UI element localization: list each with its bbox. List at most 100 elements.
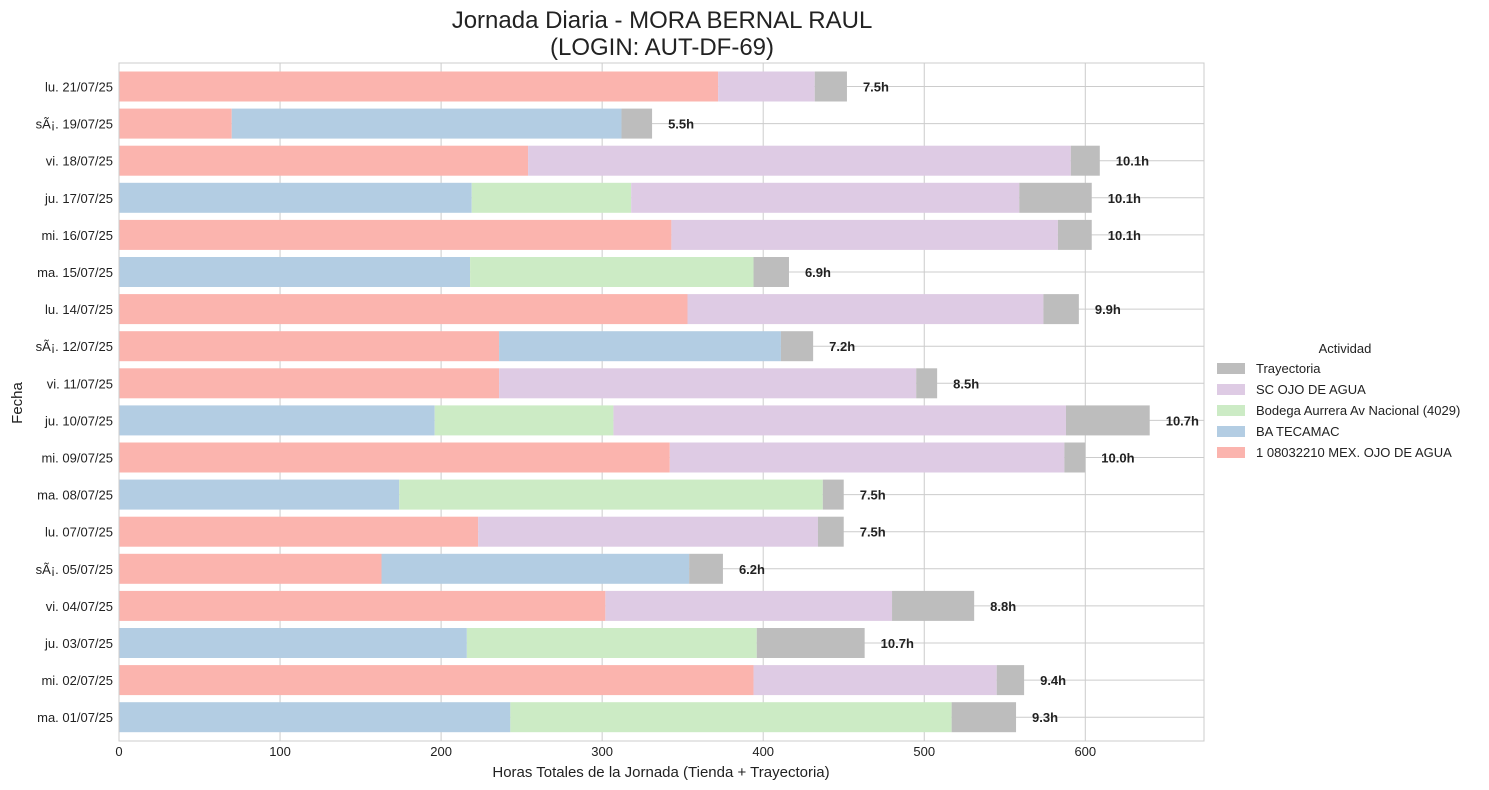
bars [119, 71, 1150, 733]
total-label: 10.1h [1108, 191, 1141, 206]
total-label: 7.5h [860, 488, 886, 503]
legend-swatch [1217, 384, 1245, 395]
bar-segment [119, 331, 500, 362]
total-labels: 7.5h 5.5h 10.1h 10.1h 10.1h 6.9h 9.9h 7.2h 8.5h 1… [668, 80, 1199, 726]
bar-segment [119, 590, 606, 621]
y-tick-label: ma. 01/07/25 [37, 710, 113, 725]
bar-segment [119, 553, 382, 584]
bar-segment [1064, 442, 1086, 473]
bar-segment [119, 219, 672, 250]
legend-swatch [1217, 363, 1245, 374]
bar-segment [621, 108, 653, 139]
legend-entry: BA TECAMAC [1256, 424, 1340, 439]
bar-segment [605, 590, 893, 621]
bar-segment [119, 145, 529, 176]
legend-entry: SC OJO DE AGUA [1256, 382, 1366, 397]
bar-segment [434, 405, 614, 436]
bar-segment [613, 405, 1066, 436]
y-tick-label: mi. 09/07/25 [41, 451, 113, 466]
bar-segment [1070, 145, 1100, 176]
chart-title: Jornada Diaria - MORA BERNAL RAUL [452, 7, 873, 34]
y-tick-label: ju. 03/07/25 [44, 636, 113, 651]
y-tick-label: sÃ¡. 12/07/25 [36, 339, 113, 354]
bar-segment [466, 628, 757, 658]
bar-segment [478, 516, 818, 547]
x-tick-label: 100 [269, 744, 291, 759]
plot-frame [118, 62, 1205, 742]
bar-segment [499, 331, 781, 362]
x-tick-label: 200 [430, 744, 452, 759]
bar-segment [119, 294, 688, 325]
chart-subtitle: (LOGIN: AUT-DF-69) [550, 34, 774, 61]
y-tick-label: ju. 17/07/25 [44, 191, 113, 206]
total-label: 10.0h [1101, 451, 1134, 466]
x-tick-label: 0 [115, 744, 122, 759]
legend-swatch [1217, 426, 1245, 437]
bar-segment [119, 628, 467, 658]
y-tick-label: ma. 15/07/25 [37, 265, 113, 280]
total-label: 10.1h [1108, 228, 1141, 243]
bar-segment [817, 516, 844, 547]
legend-entry: Trayectoria [1256, 361, 1321, 376]
bar-segment [381, 553, 690, 584]
total-label: 8.8h [990, 599, 1016, 614]
y-tick-label: ma. 08/07/25 [37, 488, 113, 503]
bar-segment [753, 665, 997, 696]
total-label: 7.5h [860, 525, 886, 540]
y-tick-label: sÃ¡. 19/07/25 [36, 117, 113, 132]
bar-segment [1057, 219, 1092, 250]
bar-segment [671, 219, 1058, 250]
bar-segment [510, 702, 952, 733]
total-label: 6.9h [805, 265, 831, 280]
bar-segment [996, 665, 1025, 696]
bar-segment [119, 516, 479, 547]
x-axis-label: Horas Totales de la Jornada (Tienda + Tr… [492, 764, 829, 781]
bar-segment [1065, 405, 1150, 436]
bar-segment [119, 442, 670, 473]
legend-swatch [1217, 405, 1245, 416]
x-tick-label: 500 [913, 744, 935, 759]
bar-segment [119, 108, 232, 139]
legend-swatch [1217, 447, 1245, 458]
bar-segment [119, 368, 500, 399]
y-tick-label: lu. 14/07/25 [45, 302, 113, 317]
bar-segment [231, 108, 622, 139]
total-label: 6.2h [739, 562, 765, 577]
bar-segment [499, 368, 917, 399]
y-axis-label: Fecha [9, 382, 26, 424]
y-tick-labels: lu. 21/07/25 sÃ¡. 19/07/25 vi. 18/07/25 ju.… [36, 80, 113, 726]
total-label: 9.9h [1095, 302, 1121, 317]
bar-segment [119, 405, 435, 436]
total-label: 5.5h [668, 117, 694, 132]
bar-segment [822, 479, 844, 510]
bar-segment [669, 442, 1065, 473]
bar-segment [689, 553, 723, 584]
bar-segment [1019, 182, 1092, 213]
bar-segment [753, 257, 789, 287]
bar-segment [119, 665, 754, 696]
y-tick-label: vi. 04/07/25 [46, 599, 113, 614]
bar-segment [119, 479, 400, 510]
y-tick-label: vi. 18/07/25 [46, 154, 113, 169]
y-tick-label: lu. 07/07/25 [45, 525, 113, 540]
legend-title: Actividad [1319, 341, 1372, 356]
x-tick-label: 300 [591, 744, 613, 759]
legend-entry: 1 08032210 MEX. OJO DE AGUA [1256, 445, 1452, 460]
bar-segment [951, 702, 1017, 733]
total-label: 8.5h [953, 376, 979, 391]
bar-segment [687, 294, 1044, 325]
x-tick-label: 400 [752, 744, 774, 759]
bar-segment [119, 182, 472, 213]
bar-segment [119, 702, 511, 733]
bar-segment [470, 257, 754, 287]
bar-segment [718, 71, 815, 102]
y-tick-label: mi. 16/07/25 [41, 228, 113, 243]
bar-segment [119, 71, 719, 102]
y-tick-label: lu. 21/07/25 [45, 80, 113, 95]
total-label: 10.7h [1166, 413, 1199, 428]
y-tick-label: mi. 02/07/25 [41, 673, 113, 688]
bar-segment [631, 182, 1020, 213]
bar-segment [528, 145, 1071, 176]
bar-segment [399, 479, 823, 510]
